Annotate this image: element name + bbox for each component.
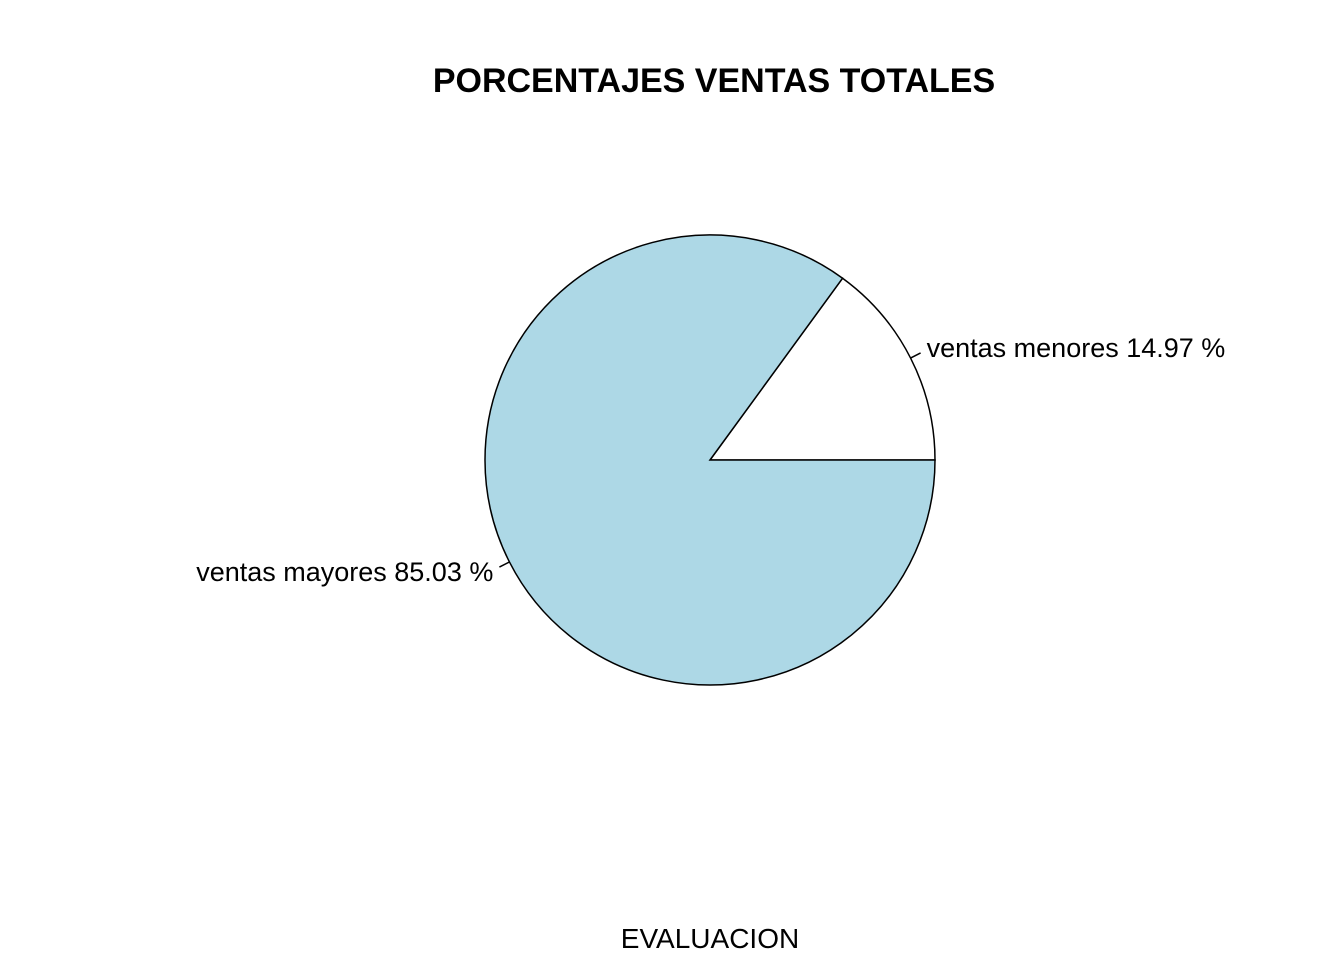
pie-leader-line-1 — [499, 561, 510, 568]
chart-title: PORCENTAJES VENTAS TOTALES — [433, 62, 995, 100]
pie-labels: ventas menores 14.97 % ventas mayores 85.… — [196, 333, 1225, 587]
pie-slice-0 — [708, 277, 936, 461]
pie-slice-label-0: ventas menores 14.97 % — [927, 333, 1226, 363]
x-axis-label: EVALUACION — [621, 923, 799, 954]
pie-leader-line-0 — [910, 352, 921, 359]
pie-slice-1 — [484, 234, 936, 686]
pie-slices — [484, 234, 936, 686]
pie-slice-label-1: ventas mayores 85.03 % — [196, 557, 493, 587]
